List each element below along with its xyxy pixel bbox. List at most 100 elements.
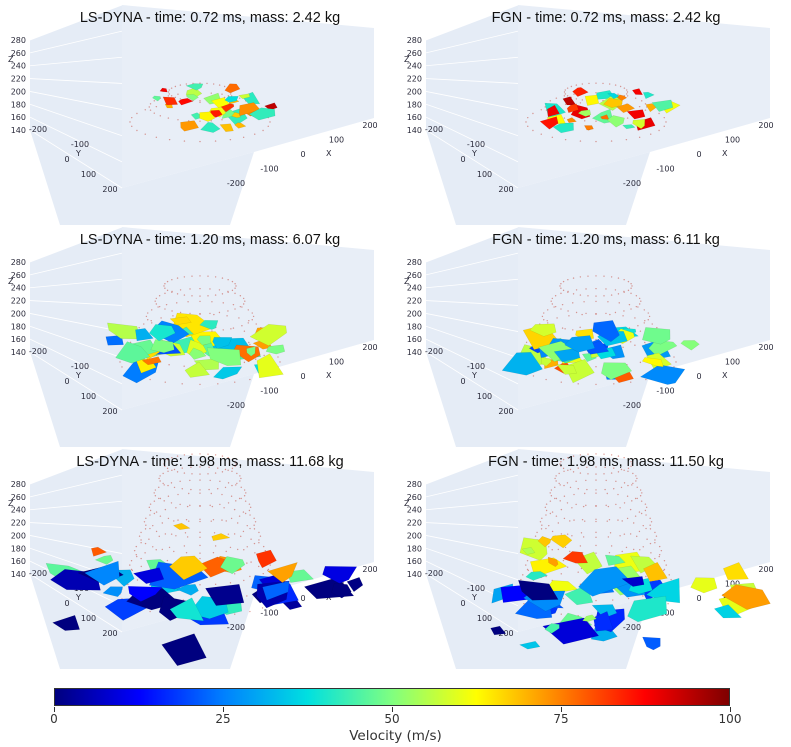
reference-point xyxy=(613,467,615,469)
fragment xyxy=(642,327,671,345)
reference-point xyxy=(581,519,584,521)
plot-3d-area: 140160180200220240260280Z-200-1000100200… xyxy=(404,448,774,669)
reference-point xyxy=(562,597,565,600)
reference-point xyxy=(185,519,188,521)
fragment xyxy=(224,95,239,103)
reference-point xyxy=(555,475,557,477)
fragment xyxy=(578,566,632,597)
fragment xyxy=(141,356,162,366)
reference-point xyxy=(164,308,166,310)
fragment xyxy=(537,536,552,548)
reference-point xyxy=(234,461,236,463)
reference-point xyxy=(623,310,625,312)
z-gridline xyxy=(29,474,123,498)
z-tick-label: 180 xyxy=(407,544,422,553)
reference-point xyxy=(549,512,552,515)
reference-point xyxy=(636,535,638,538)
reference-point xyxy=(585,312,587,315)
reference-point xyxy=(214,454,217,456)
left-wall xyxy=(30,227,122,410)
reference-point xyxy=(151,322,153,324)
colorbar-tick-mark xyxy=(561,707,562,712)
reference-point xyxy=(211,301,213,303)
reference-point xyxy=(526,560,529,562)
reference-point xyxy=(525,341,528,344)
reference-point xyxy=(630,465,632,467)
reference-point xyxy=(234,292,236,295)
reference-point xyxy=(640,500,643,502)
z-gridline xyxy=(29,252,123,276)
reference-point xyxy=(160,317,162,319)
reference-point xyxy=(649,542,652,545)
reference-point xyxy=(621,520,623,522)
reference-point xyxy=(559,484,561,486)
reference-point xyxy=(121,366,123,368)
reference-point xyxy=(631,285,633,287)
reference-point xyxy=(548,524,550,527)
fragment xyxy=(149,324,176,342)
reference-point xyxy=(172,315,174,317)
reference-point xyxy=(227,291,229,293)
x-tick-label: 200 xyxy=(362,121,377,130)
reference-point xyxy=(630,381,632,383)
reference-point xyxy=(157,306,159,308)
reference-point xyxy=(586,488,588,491)
z-tick-label: 280 xyxy=(11,258,26,267)
z-gridline xyxy=(425,4,519,41)
reference-point xyxy=(179,503,181,506)
reference-point xyxy=(584,492,586,495)
plot-panel-fgn-t198: 140160180200220240260280Z-200-1000100200… xyxy=(396,444,791,669)
reference-point xyxy=(562,559,565,562)
reference-point xyxy=(246,595,248,597)
reference-point xyxy=(199,313,201,315)
reference-point xyxy=(221,293,224,295)
z-tick-label: 260 xyxy=(407,49,422,58)
reference-point xyxy=(595,82,597,84)
fragment xyxy=(346,577,364,592)
reference-point xyxy=(253,528,256,530)
reference-point xyxy=(540,133,542,135)
reference-point xyxy=(223,85,226,88)
reference-point xyxy=(199,492,201,494)
reference-point xyxy=(623,469,625,471)
reference-point xyxy=(234,381,236,383)
reference-point xyxy=(564,103,567,106)
fragment xyxy=(159,87,168,93)
fragment xyxy=(632,119,646,130)
floor xyxy=(30,130,254,225)
fragment xyxy=(547,556,559,568)
reference-point xyxy=(249,343,251,346)
reference-point xyxy=(581,83,584,85)
z-gridline xyxy=(29,573,123,633)
fragment xyxy=(152,95,161,102)
y-tick-label: 100 xyxy=(477,614,492,623)
fragment xyxy=(238,102,261,117)
y-tick-label: -100 xyxy=(71,140,89,149)
reference-point xyxy=(569,520,571,522)
fragment xyxy=(161,633,207,666)
reference-point xyxy=(609,313,611,316)
reference-point xyxy=(258,531,260,534)
reference-point xyxy=(258,542,260,544)
z-gridline xyxy=(425,30,519,54)
z-tick-label: 180 xyxy=(11,322,26,331)
reference-point xyxy=(562,280,565,283)
colorbar-tick-label: 50 xyxy=(384,712,400,726)
reference-point xyxy=(638,136,641,139)
reference-point xyxy=(218,289,221,291)
reference-point xyxy=(631,484,633,486)
reference-point xyxy=(620,468,623,471)
z-gridline xyxy=(29,91,123,110)
reference-point xyxy=(639,549,641,551)
reference-point xyxy=(584,120,586,122)
x-tick-label: -100 xyxy=(656,387,674,396)
reference-point xyxy=(595,453,597,455)
reference-point xyxy=(595,536,597,539)
reference-point xyxy=(206,82,208,85)
fragment xyxy=(180,120,200,132)
reference-point xyxy=(189,288,191,290)
reference-point xyxy=(185,552,188,554)
reference-point xyxy=(154,300,156,302)
reference-point xyxy=(560,381,562,383)
reference-point xyxy=(623,533,626,535)
